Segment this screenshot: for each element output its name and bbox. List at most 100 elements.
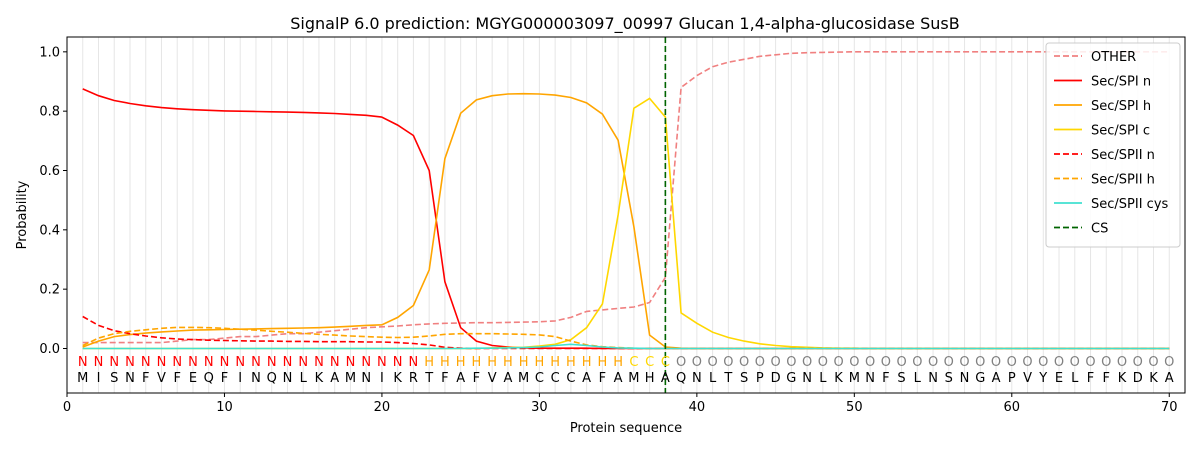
region-label: O (770, 355, 780, 370)
residue-letter: T (723, 371, 732, 386)
region-label: H (487, 355, 497, 370)
region-label: O (959, 355, 969, 370)
region-label: O (1164, 355, 1174, 370)
legend-label: Sec/SPII h (1091, 173, 1155, 188)
residue-letter: F (882, 371, 889, 386)
y-tick-label: 0.4 (39, 223, 60, 238)
residue-letter: F (1087, 371, 1094, 386)
y-axis-label: Probability (15, 180, 30, 249)
series-lines (82, 37, 1170, 393)
y-tick-label: 0.2 (39, 283, 60, 298)
residue-letter: K (834, 371, 843, 386)
region-label: O (755, 355, 765, 370)
region-label: C (645, 355, 654, 370)
residue-letter: S (110, 371, 118, 386)
residue-letter: M (628, 371, 639, 386)
region-label: H (424, 355, 434, 370)
residue-letter: K (1118, 371, 1127, 386)
residue-letter: M (849, 371, 860, 386)
sequence-annotations: NMNINSNNNFNVNFNENQNFNINNNQNNNLNKNANMNNNI… (77, 355, 1174, 386)
residue-letter: C (551, 371, 560, 386)
x-tick-label: 20 (374, 400, 391, 415)
legend-label: OTHER (1091, 50, 1136, 65)
region-label: O (896, 355, 906, 370)
region-label: N (204, 355, 214, 370)
residue-letter: F (221, 371, 228, 386)
residue-letter: N (125, 371, 135, 386)
y-tick-label: 1.0 (39, 45, 60, 60)
plot-frame (66, 36, 1186, 394)
region-label: N (109, 355, 119, 370)
residue-letter: M (518, 371, 529, 386)
region-label: H (440, 355, 450, 370)
residue-letter: E (1055, 371, 1063, 386)
y-tick-label: 0.8 (39, 105, 60, 120)
residue-letter: V (1023, 371, 1032, 386)
region-label: O (1054, 355, 1064, 370)
x-tick-label: 40 (689, 400, 706, 415)
residue-letter: N (692, 371, 702, 386)
residue-letter: D (1133, 371, 1143, 386)
residue-letter: G (975, 371, 985, 386)
region-label: O (802, 355, 812, 370)
series-line (82, 343, 1170, 350)
region-label: N (314, 355, 324, 370)
legend-label: CS (1091, 222, 1108, 237)
region-label: O (1117, 355, 1127, 370)
region-label: H (597, 355, 607, 370)
residue-letter: I (97, 371, 101, 386)
residue-letter: V (157, 371, 166, 386)
residue-letter: Q (676, 371, 686, 386)
region-label: H (613, 355, 623, 370)
region-label: O (881, 355, 891, 370)
residue-letter: E (189, 371, 197, 386)
residue-letter: A (992, 371, 1001, 386)
legend-label: Sec/SPI c (1091, 124, 1150, 139)
y-tick-label: 0.0 (39, 342, 60, 357)
region-label: O (1133, 355, 1143, 370)
region-label: H (566, 355, 576, 370)
region-label: N (330, 355, 340, 370)
legend-box (1045, 42, 1181, 248)
region-label: H (456, 355, 466, 370)
residue-letter: F (599, 371, 606, 386)
residue-letter: K (1149, 371, 1158, 386)
residue-letter: T (424, 371, 433, 386)
residue-letter: F (173, 371, 180, 386)
series-line (82, 50, 1170, 344)
region-label: O (1101, 355, 1111, 370)
residue-letter: L (1071, 371, 1079, 386)
region-label: O (707, 355, 717, 370)
region-label: N (267, 355, 277, 370)
region-label: O (1007, 355, 1017, 370)
residue-letter: A (661, 371, 670, 386)
chart-title: SignalP 6.0 prediction: MGYG000003097_00… (290, 14, 959, 34)
legend: OTHER Sec/SPI n Sec/SPI h Sec/SPI c Sec/SPII… (1045, 42, 1181, 248)
region-label: O (849, 355, 859, 370)
region-label: N (235, 355, 245, 370)
residue-letter: N (361, 371, 371, 386)
residue-letter: P (1008, 371, 1016, 386)
residue-letter: A (330, 371, 339, 386)
axes: 0 10 20 30 40 50 60 70 0.0 0.2 0.4 0.6 0.8 1.0 (39, 45, 1177, 415)
residue-letter: L (914, 371, 922, 386)
residue-letter: A (1165, 371, 1174, 386)
region-label: N (283, 355, 293, 370)
region-label: H (472, 355, 482, 370)
residue-letter: F (441, 371, 448, 386)
region-label: N (94, 355, 104, 370)
region-label: O (912, 355, 922, 370)
region-label: N (141, 355, 151, 370)
region-label: N (361, 355, 371, 370)
region-label: O (786, 355, 796, 370)
region-label: N (393, 355, 403, 370)
residue-letter: M (77, 371, 88, 386)
residue-letter: F (142, 371, 149, 386)
region-label: H (519, 355, 529, 370)
residue-letter: S (897, 371, 905, 386)
region-label: N (78, 355, 88, 370)
residue-letter: N (960, 371, 970, 386)
region-label: O (833, 355, 843, 370)
residue-letter: N (865, 371, 875, 386)
